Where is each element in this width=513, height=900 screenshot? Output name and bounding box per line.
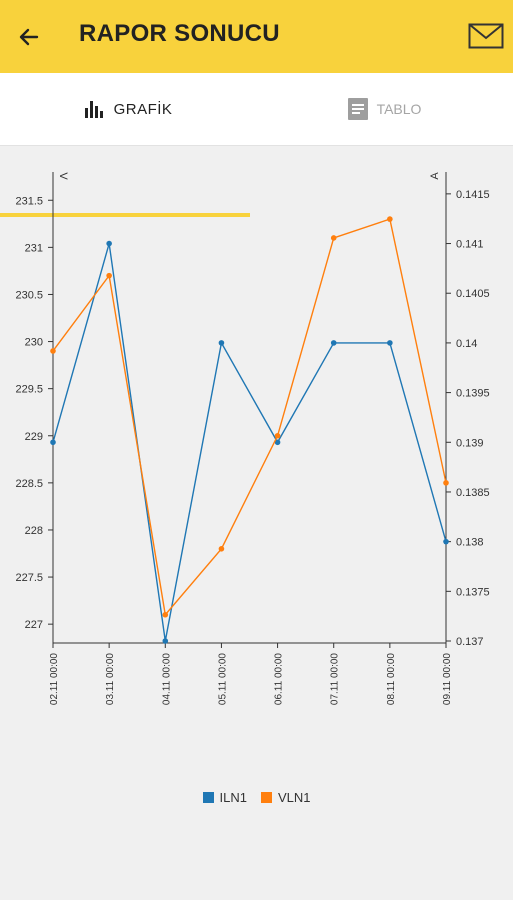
tab-tablo-label: TABLO <box>376 101 422 117</box>
right-tick-label: 0.1375 <box>456 586 490 598</box>
tab-bar: GRAFİK TABLO <box>0 73 513 217</box>
x-tick-label: 09.11 00:00 <box>442 653 453 706</box>
right-tick-label: 0.141 <box>456 239 484 251</box>
series-line-vln1 <box>52 218 447 617</box>
app-bar: RAPOR SONUCU <box>0 0 513 73</box>
data-point-iln1 <box>330 340 337 346</box>
right-tick-label: 0.1405 <box>456 288 490 300</box>
tab-grafik-label: GRAFİK <box>113 100 173 118</box>
data-point-vln1 <box>330 235 337 241</box>
left-tick-label: 231.5 <box>15 195 43 207</box>
bar-chart-icon <box>84 101 103 118</box>
document-icon <box>347 98 368 120</box>
left-tick-label: 227.5 <box>15 572 43 584</box>
data-point-iln1 <box>50 439 56 446</box>
envelope-icon <box>468 23 504 49</box>
x-tick-label: 02.11 00:00 <box>49 653 60 706</box>
legend-item-vln1[interactable]: VLN1 <box>260 790 311 805</box>
legend-swatch-iln1 <box>202 792 214 803</box>
left-tick-label: 230 <box>25 337 43 349</box>
data-point-iln1 <box>106 240 112 247</box>
right-tick-label: 0.1385 <box>456 487 490 499</box>
x-tick-label: 03.11 00:00 <box>105 653 116 706</box>
left-tick-label: 228 <box>25 525 43 537</box>
right-axis-label: A <box>429 172 441 180</box>
right-tick-label: 0.139 <box>456 437 484 449</box>
x-tick-label: 06.11 00:00 <box>274 653 285 706</box>
x-tick-label: 07.11 00:00 <box>330 653 341 706</box>
right-tick-label: 0.138 <box>456 537 484 549</box>
chart-legend: ILN1 VLN1 <box>0 790 513 805</box>
legend-label-vln1: VLN1 <box>277 790 311 805</box>
data-point-iln1 <box>162 638 169 644</box>
series-line-iln1 <box>52 243 447 642</box>
right-tick-label: 0.1395 <box>456 388 490 400</box>
tab-grafik[interactable]: GRAFİK <box>0 73 256 145</box>
x-tick-label: 08.11 00:00 <box>386 653 397 706</box>
left-tick-label: 231 <box>25 242 43 254</box>
left-tick-label: 228.5 <box>15 478 43 490</box>
data-point-vln1 <box>50 348 56 354</box>
data-point-vln1 <box>443 480 449 486</box>
data-point-iln1 <box>387 340 393 346</box>
data-point-vln1 <box>162 611 169 618</box>
active-tab-indicator <box>0 213 250 217</box>
data-point-iln1 <box>218 340 225 346</box>
legend-item-iln1[interactable]: ILN1 <box>202 790 247 805</box>
arrow-left-icon <box>19 28 39 46</box>
data-point-vln1 <box>106 272 112 279</box>
page-title: RAPOR SONUCU <box>79 20 280 47</box>
left-tick-label: 229 <box>25 431 43 443</box>
left-tick-label: 229.5 <box>15 384 43 396</box>
data-point-iln1 <box>443 538 449 545</box>
line-chart: 227 227.5 228 228.5 229 229.5 230 230.5 231 231.5… <box>15 172 490 706</box>
legend-swatch-vln1 <box>260 792 272 803</box>
legend-label-iln1: ILN1 <box>219 790 247 805</box>
x-tick-label: 04.11 00:00 <box>161 653 172 706</box>
x-tick-label: 05.11 00:00 <box>217 653 228 706</box>
data-point-vln1 <box>274 432 281 439</box>
chart-area: 227 227.5 228 228.5 229 229.5 230 230.5 231 231.5… <box>0 146 513 900</box>
data-point-vln1 <box>218 546 225 552</box>
left-tick-label: 230.5 <box>15 289 43 301</box>
right-tick-label: 0.137 <box>456 636 484 648</box>
right-tick-label: 0.1415 <box>456 189 490 201</box>
back-button[interactable] <box>12 20 46 54</box>
data-point-vln1 <box>387 216 393 222</box>
right-tick-label: 0.14 <box>456 338 477 350</box>
left-tick-label: 227 <box>25 619 43 631</box>
mail-button[interactable] <box>466 20 506 52</box>
left-axis-label: V <box>57 172 69 180</box>
data-point-iln1 <box>274 439 281 446</box>
tab-tablo[interactable]: TABLO <box>256 73 512 145</box>
